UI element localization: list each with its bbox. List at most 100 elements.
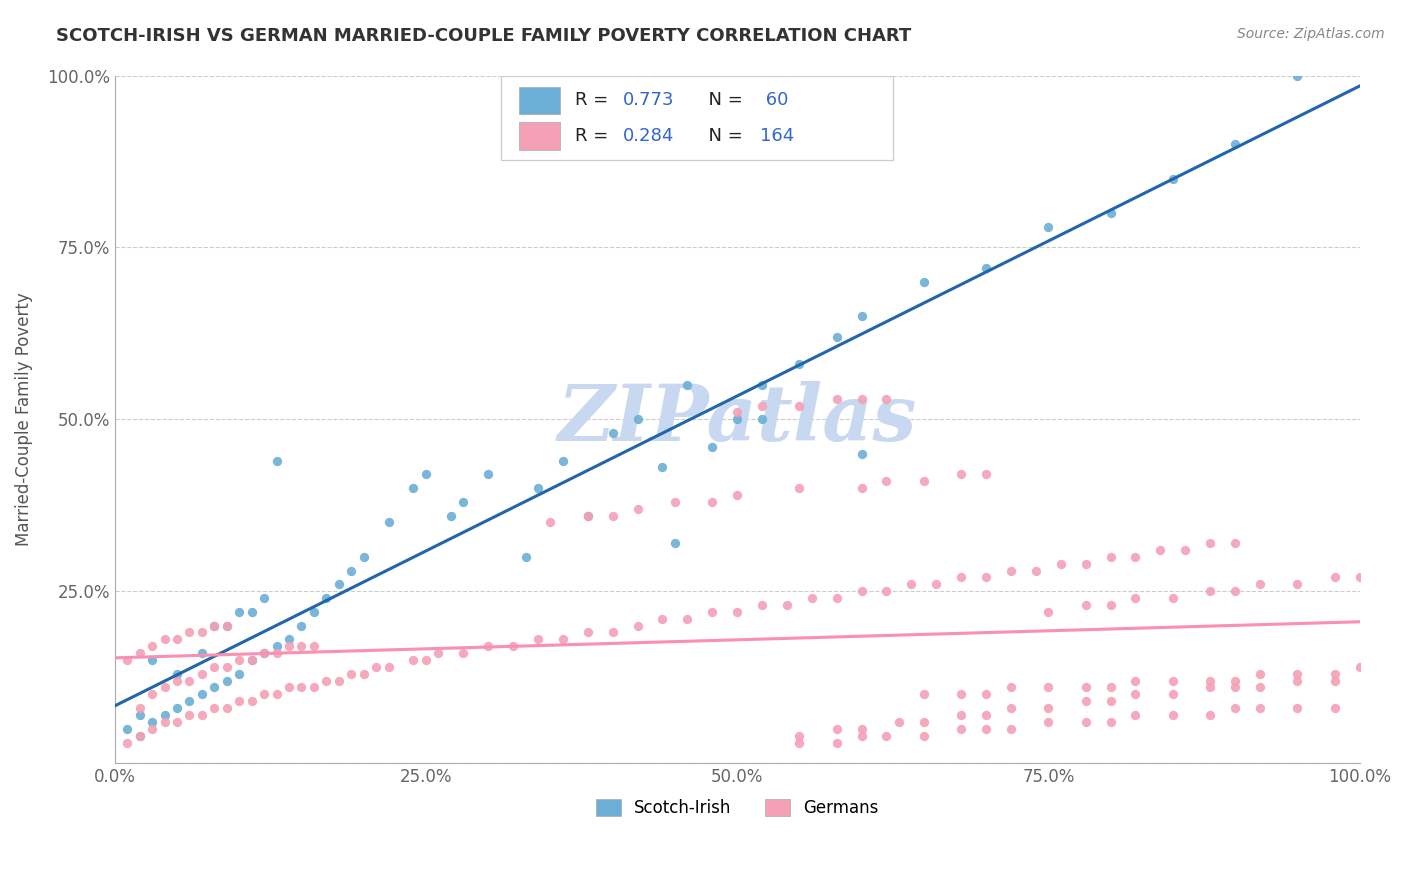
Point <box>950 570 973 584</box>
Point <box>128 701 150 715</box>
Point <box>240 653 263 667</box>
Point <box>1149 543 1171 558</box>
Point <box>141 714 163 729</box>
Text: Source: ZipAtlas.com: Source: ZipAtlas.com <box>1237 27 1385 41</box>
Point <box>789 357 811 371</box>
Point <box>851 447 873 461</box>
Point <box>1000 722 1022 736</box>
Point <box>789 735 811 749</box>
Point <box>912 687 935 701</box>
Point <box>725 605 748 619</box>
Point <box>1286 673 1309 688</box>
Point <box>1348 570 1371 584</box>
Point <box>153 708 176 723</box>
Point <box>315 591 337 606</box>
Point <box>602 508 624 523</box>
Point <box>751 399 773 413</box>
Point <box>912 275 935 289</box>
Point <box>202 701 225 715</box>
Point <box>1099 598 1122 612</box>
Point <box>751 598 773 612</box>
Legend: Scotch-Irish, Germans: Scotch-Irish, Germans <box>589 792 886 823</box>
Point <box>278 639 301 653</box>
Point <box>1049 557 1071 571</box>
Text: 60: 60 <box>759 92 787 110</box>
Point <box>1174 543 1197 558</box>
Point <box>1025 564 1047 578</box>
Point <box>1074 598 1097 612</box>
Point <box>876 392 898 406</box>
Point <box>1125 708 1147 723</box>
Point <box>1323 666 1346 681</box>
Point <box>290 618 312 632</box>
Point <box>340 564 363 578</box>
Point <box>1223 681 1246 695</box>
Point <box>1000 701 1022 715</box>
Point <box>1038 681 1060 695</box>
Point <box>851 729 873 743</box>
Point <box>538 516 561 530</box>
Point <box>702 440 724 454</box>
Point <box>202 660 225 674</box>
Point <box>1125 549 1147 564</box>
Point <box>825 735 848 749</box>
Point <box>353 666 375 681</box>
Point <box>851 584 873 599</box>
Point <box>912 714 935 729</box>
Point <box>315 673 337 688</box>
Point <box>1323 570 1346 584</box>
Point <box>1125 591 1147 606</box>
Point <box>1223 673 1246 688</box>
Point <box>825 330 848 344</box>
Point <box>377 660 399 674</box>
Point <box>1125 673 1147 688</box>
Point <box>128 729 150 743</box>
Point <box>1038 701 1060 715</box>
Point <box>1249 701 1271 715</box>
Point <box>851 481 873 495</box>
Text: ZIPatlas: ZIPatlas <box>557 381 917 458</box>
Point <box>825 591 848 606</box>
Point <box>166 714 188 729</box>
Point <box>402 653 425 667</box>
Point <box>887 714 910 729</box>
Point <box>179 694 201 708</box>
Point <box>974 687 997 701</box>
Point <box>651 460 673 475</box>
Point <box>115 722 138 736</box>
Point <box>427 646 450 660</box>
Point <box>215 618 238 632</box>
Point <box>626 501 648 516</box>
Point <box>1000 681 1022 695</box>
Point <box>1074 557 1097 571</box>
Point <box>1161 708 1184 723</box>
Point <box>402 481 425 495</box>
Point <box>228 666 250 681</box>
Point <box>153 714 176 729</box>
Point <box>751 378 773 392</box>
Point <box>676 612 699 626</box>
Point <box>1199 681 1222 695</box>
Point <box>1074 694 1097 708</box>
Point <box>974 722 997 736</box>
Point <box>1099 714 1122 729</box>
Point <box>602 625 624 640</box>
Point <box>676 378 699 392</box>
Point <box>228 605 250 619</box>
Point <box>228 694 250 708</box>
Point <box>215 701 238 715</box>
Point <box>253 591 276 606</box>
Text: N =: N = <box>697 92 749 110</box>
Point <box>141 687 163 701</box>
Point <box>141 639 163 653</box>
Point <box>1038 714 1060 729</box>
Point <box>1099 206 1122 220</box>
Point <box>576 625 599 640</box>
Point <box>1074 681 1097 695</box>
FancyBboxPatch shape <box>519 87 561 114</box>
Point <box>179 673 201 688</box>
Point <box>191 687 214 701</box>
Point <box>851 309 873 323</box>
Point <box>725 488 748 502</box>
Point <box>912 729 935 743</box>
